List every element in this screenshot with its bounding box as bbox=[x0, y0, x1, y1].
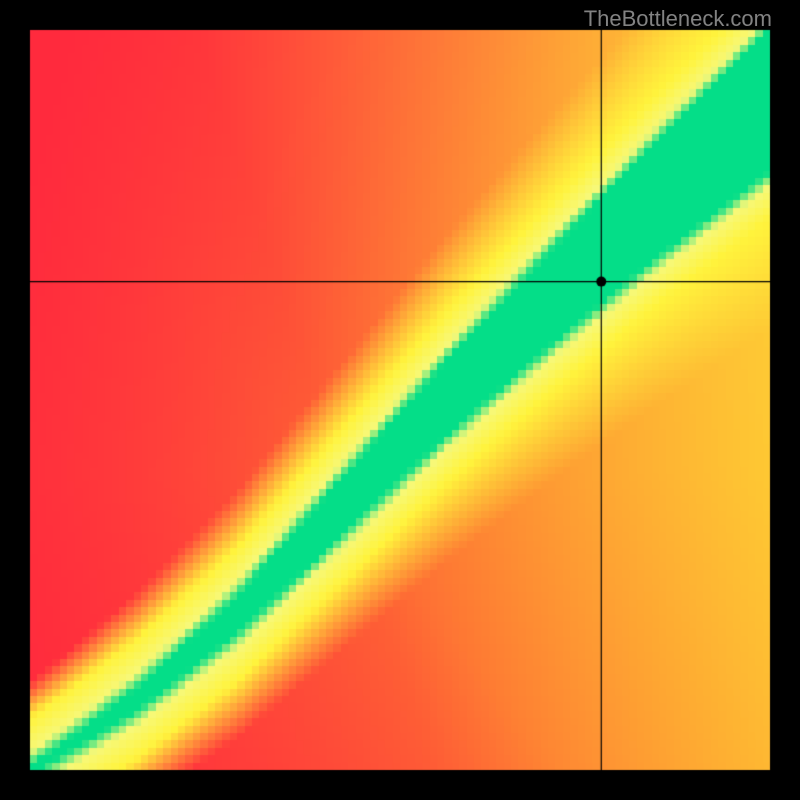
watermark-text: TheBottleneck.com bbox=[584, 6, 772, 32]
chart-container: TheBottleneck.com bbox=[0, 0, 800, 800]
bottleneck-heatmap-canvas bbox=[0, 0, 800, 800]
